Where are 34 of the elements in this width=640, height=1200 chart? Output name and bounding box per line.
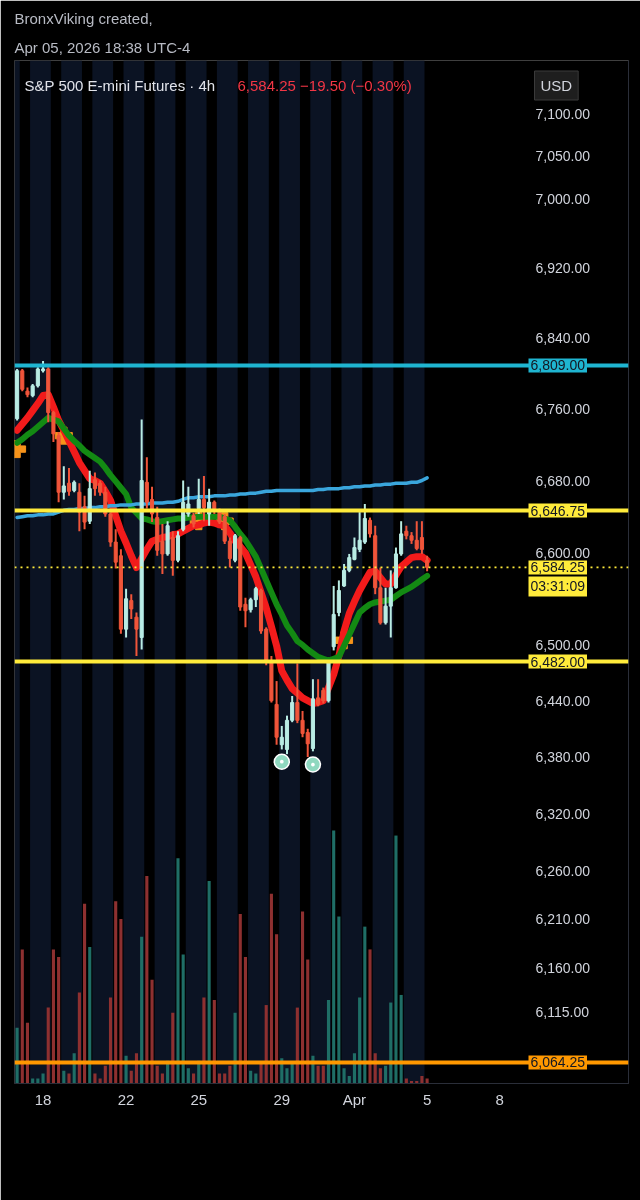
x-tick-label: Apr <box>342 1090 367 1108</box>
text: BronxViking created, <box>14 9 153 27</box>
y-axis-title: USD <box>540 77 573 94</box>
y-tick-label: 6,920.00 <box>535 260 591 277</box>
x-tick-label: 29 <box>273 1090 291 1108</box>
x-tick-label: 8 <box>495 1090 504 1108</box>
text: S&P 500 E-mini Futures · 4h <box>24 77 216 94</box>
ref-line-label: 6,482.00 <box>530 653 586 670</box>
ref-line-label: 6,064.25 <box>530 1054 586 1071</box>
x-tick-label: 18 <box>34 1090 52 1108</box>
y-tick-label: 7,100.00 <box>535 105 591 122</box>
ref-line-label: 6,584.25 <box>530 559 586 576</box>
y-tick-label: 6,500.00 <box>535 636 591 653</box>
y-tick-label: 6,440.00 <box>535 692 591 709</box>
y-tick-label: 7,000.00 <box>535 191 591 207</box>
y-tick-label: 6,320.00 <box>535 805 591 822</box>
text: 6,584.25 −19.50 (−0.30%) <box>237 77 412 94</box>
x-tick-label: 5 <box>422 1090 432 1108</box>
y-tick-label: 6,260.00 <box>535 863 591 880</box>
y-tick-label: 7,050.00 <box>535 148 591 165</box>
x-tick-label: 22 <box>117 1090 135 1108</box>
ref-line-label: 6,809.00 <box>530 357 586 374</box>
y-tick-label: 6,840.00 <box>535 330 591 347</box>
y-tick-label: 6,380.00 <box>535 748 591 765</box>
x-tick-label: 25 <box>190 1090 208 1108</box>
annotation: 03:31:09 <box>530 578 586 595</box>
y-tick-label: 6,115.00 <box>535 1004 590 1021</box>
y-tick-label: 6,680.00 <box>535 472 591 489</box>
y-tick-label: 6,210.00 <box>535 911 591 928</box>
y-tick-label: 6,760.00 <box>535 400 591 417</box>
text: Apr 05, 2026 18:38 UTC-4 <box>14 38 191 56</box>
y-tick-label: 6,600.00 <box>535 545 591 562</box>
y-tick-label: 6,160.00 <box>535 960 591 977</box>
ref-line-label: 6,646.75 <box>530 502 586 519</box>
